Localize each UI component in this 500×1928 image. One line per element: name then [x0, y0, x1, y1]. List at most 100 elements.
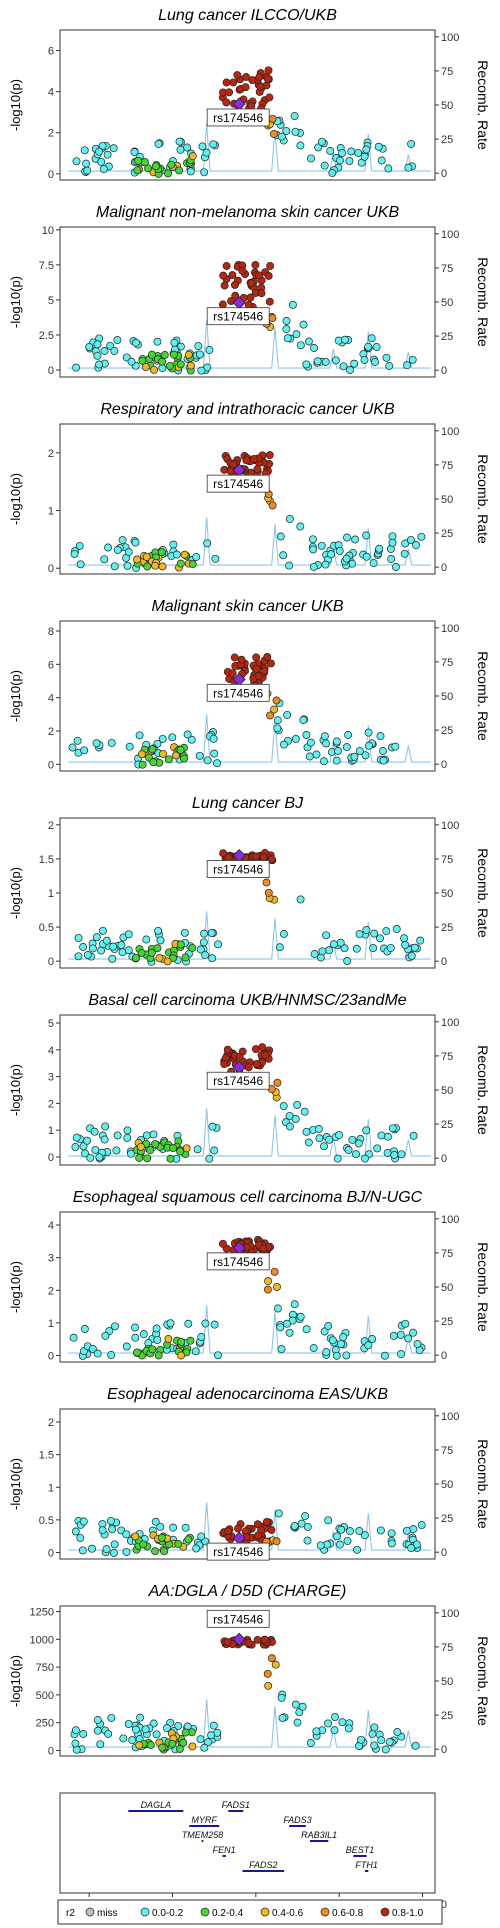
y-tick-label: 3 [48, 1253, 54, 1265]
recomb-tick-label: 25 [441, 1316, 453, 1328]
snp-point [134, 156, 143, 165]
y-tick-label: 0 [48, 563, 54, 575]
snp-point [340, 944, 349, 953]
snp-point [285, 514, 294, 523]
snp-point [208, 954, 217, 963]
snp-point [90, 1127, 99, 1136]
snp-point [151, 162, 160, 171]
snp-point [181, 1523, 190, 1532]
snp-point [176, 1147, 185, 1156]
y-tick-label: 4 [48, 1220, 54, 1232]
snp-point [293, 1100, 302, 1109]
snp-point [339, 362, 348, 371]
recomb-tick-label: 50 [441, 297, 453, 309]
legend-swatch [85, 1907, 95, 1917]
snp-point [344, 1724, 353, 1733]
snp-point [196, 945, 205, 954]
snp-point [417, 532, 426, 541]
snp-point [252, 1059, 261, 1068]
snp-point [222, 98, 231, 107]
panel-title: Basal cell carcinoma UKB/HNMSC/23andMe [88, 992, 406, 1009]
snp-point [80, 146, 89, 155]
recomb-tick-label: 0 [441, 956, 447, 968]
snp-point [131, 338, 140, 347]
snp-point [278, 1714, 287, 1722]
snp-point [276, 532, 285, 541]
snp-point [360, 1531, 369, 1540]
snp-point [343, 1536, 352, 1545]
snp-point [253, 1520, 262, 1529]
snp-point [135, 1741, 144, 1750]
snp-point [373, 1144, 382, 1153]
snp-point [391, 742, 400, 751]
recomb-tick-label: 0 [441, 1547, 447, 1559]
snp-point [199, 938, 208, 947]
snp-point [412, 1540, 421, 1549]
snp-point [273, 716, 282, 725]
snp-point [277, 132, 286, 141]
legend-label: 0.2-0.4 [212, 1908, 244, 1919]
snp-point [264, 1681, 273, 1690]
snp-point [148, 1345, 157, 1354]
snp-point [79, 1730, 88, 1738]
snp-point [191, 1347, 200, 1356]
snp-point [342, 743, 351, 752]
snp-point [164, 1334, 173, 1343]
snp-point [299, 716, 308, 724]
snp-point [377, 1736, 386, 1745]
snp-point [325, 1135, 334, 1144]
snp-point [251, 1045, 260, 1054]
snp-point [253, 465, 262, 473]
snp-point [172, 751, 180, 760]
snp-point [309, 1344, 318, 1353]
recomb-axis-label: Recomb. Rate [475, 60, 491, 150]
snp-point [228, 669, 237, 678]
snp-point [109, 144, 118, 153]
snp-point [107, 1351, 116, 1359]
snp-point [158, 1743, 167, 1752]
lead-snp-label: rs174546 [213, 1255, 263, 1269]
snp-point [317, 541, 326, 550]
y-tick-label: 7.5 [39, 260, 54, 272]
y-tick-label: 3 [48, 1072, 54, 1084]
snp-point [147, 948, 156, 957]
recomb-tick-label: 0 [441, 562, 447, 574]
snp-point [117, 941, 126, 950]
lead-snp-label-box [206, 307, 270, 326]
snp-point [268, 114, 277, 123]
snp-point [354, 148, 363, 157]
snp-point [333, 1532, 341, 1541]
snp-point [263, 74, 272, 83]
snp-point [220, 281, 229, 290]
assoc-panel-5: Lung cancer BJ 0 0.5 1 1.5 2 0 25 50 75 100 -log10(… [8, 795, 491, 969]
y-tick-label: 2 [48, 128, 54, 140]
snp-point [324, 1516, 333, 1525]
snp-point [300, 1107, 309, 1116]
snp-point [194, 342, 203, 351]
snp-point [326, 147, 335, 155]
snp-point [260, 1635, 269, 1644]
snp-point [352, 1150, 360, 1159]
snp-point [362, 531, 371, 540]
snp-point [389, 1331, 398, 1340]
y-tick-label: 0 [48, 169, 54, 181]
lead-snp-label: rs174546 [213, 1612, 263, 1626]
snp-point [88, 944, 97, 953]
snp-point [164, 755, 173, 764]
snp-point [153, 337, 162, 346]
recomb-tick-label: 50 [441, 1479, 453, 1491]
snp-point [302, 360, 311, 369]
gene-label: DAGLA [141, 1800, 172, 1810]
snp-point [273, 1282, 281, 1291]
y-tick-label: 2 [48, 820, 54, 832]
recomb-rate-line [68, 320, 431, 369]
snp-point [72, 363, 81, 372]
recomb-tick-label: 75 [441, 263, 453, 275]
snp-point [291, 1115, 300, 1123]
snp-point [343, 957, 352, 965]
snp-point [296, 522, 305, 531]
snp-point [213, 759, 222, 768]
snp-point [139, 1330, 148, 1339]
snp-point [407, 951, 416, 960]
recomb-axis-label: Recomb. Rate [475, 1045, 491, 1135]
